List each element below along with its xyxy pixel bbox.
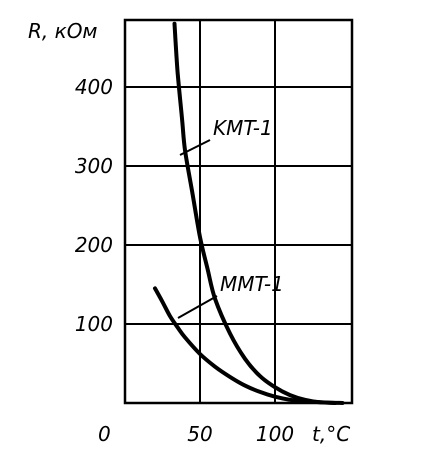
y-tick-label-400: 400 (75, 75, 113, 99)
series-line-mmt-1 (153, 286, 337, 405)
annotation-label-mmt-1: MMT-1 (220, 272, 284, 296)
y-tick-label-100: 100 (75, 312, 113, 336)
plot-frame (123, 18, 354, 405)
grid (125, 20, 352, 403)
x-tick-label-50: 50 (187, 422, 212, 446)
x-tick-label-100: 100 (256, 422, 294, 446)
y-tick-label-200: 200 (75, 233, 113, 257)
tick-labels: 100 200 300 400 50 100 (75, 75, 294, 446)
annotations: KMT-1 MMT-1 (177, 116, 284, 319)
series-line-kmt-1 (172, 21, 345, 405)
annotation-label-kmt-1: KMT-1 (213, 116, 273, 140)
y-axis-label: R, кОм (28, 19, 98, 43)
x-axis-label: t,°C (312, 422, 350, 446)
y-tick-label-300: 300 (75, 154, 113, 178)
series-group (153, 21, 345, 405)
origin-label: 0 (98, 422, 111, 446)
annotation-leader-kmt-1 (179, 139, 211, 156)
annotation-leader-mmt-1 (177, 295, 218, 319)
